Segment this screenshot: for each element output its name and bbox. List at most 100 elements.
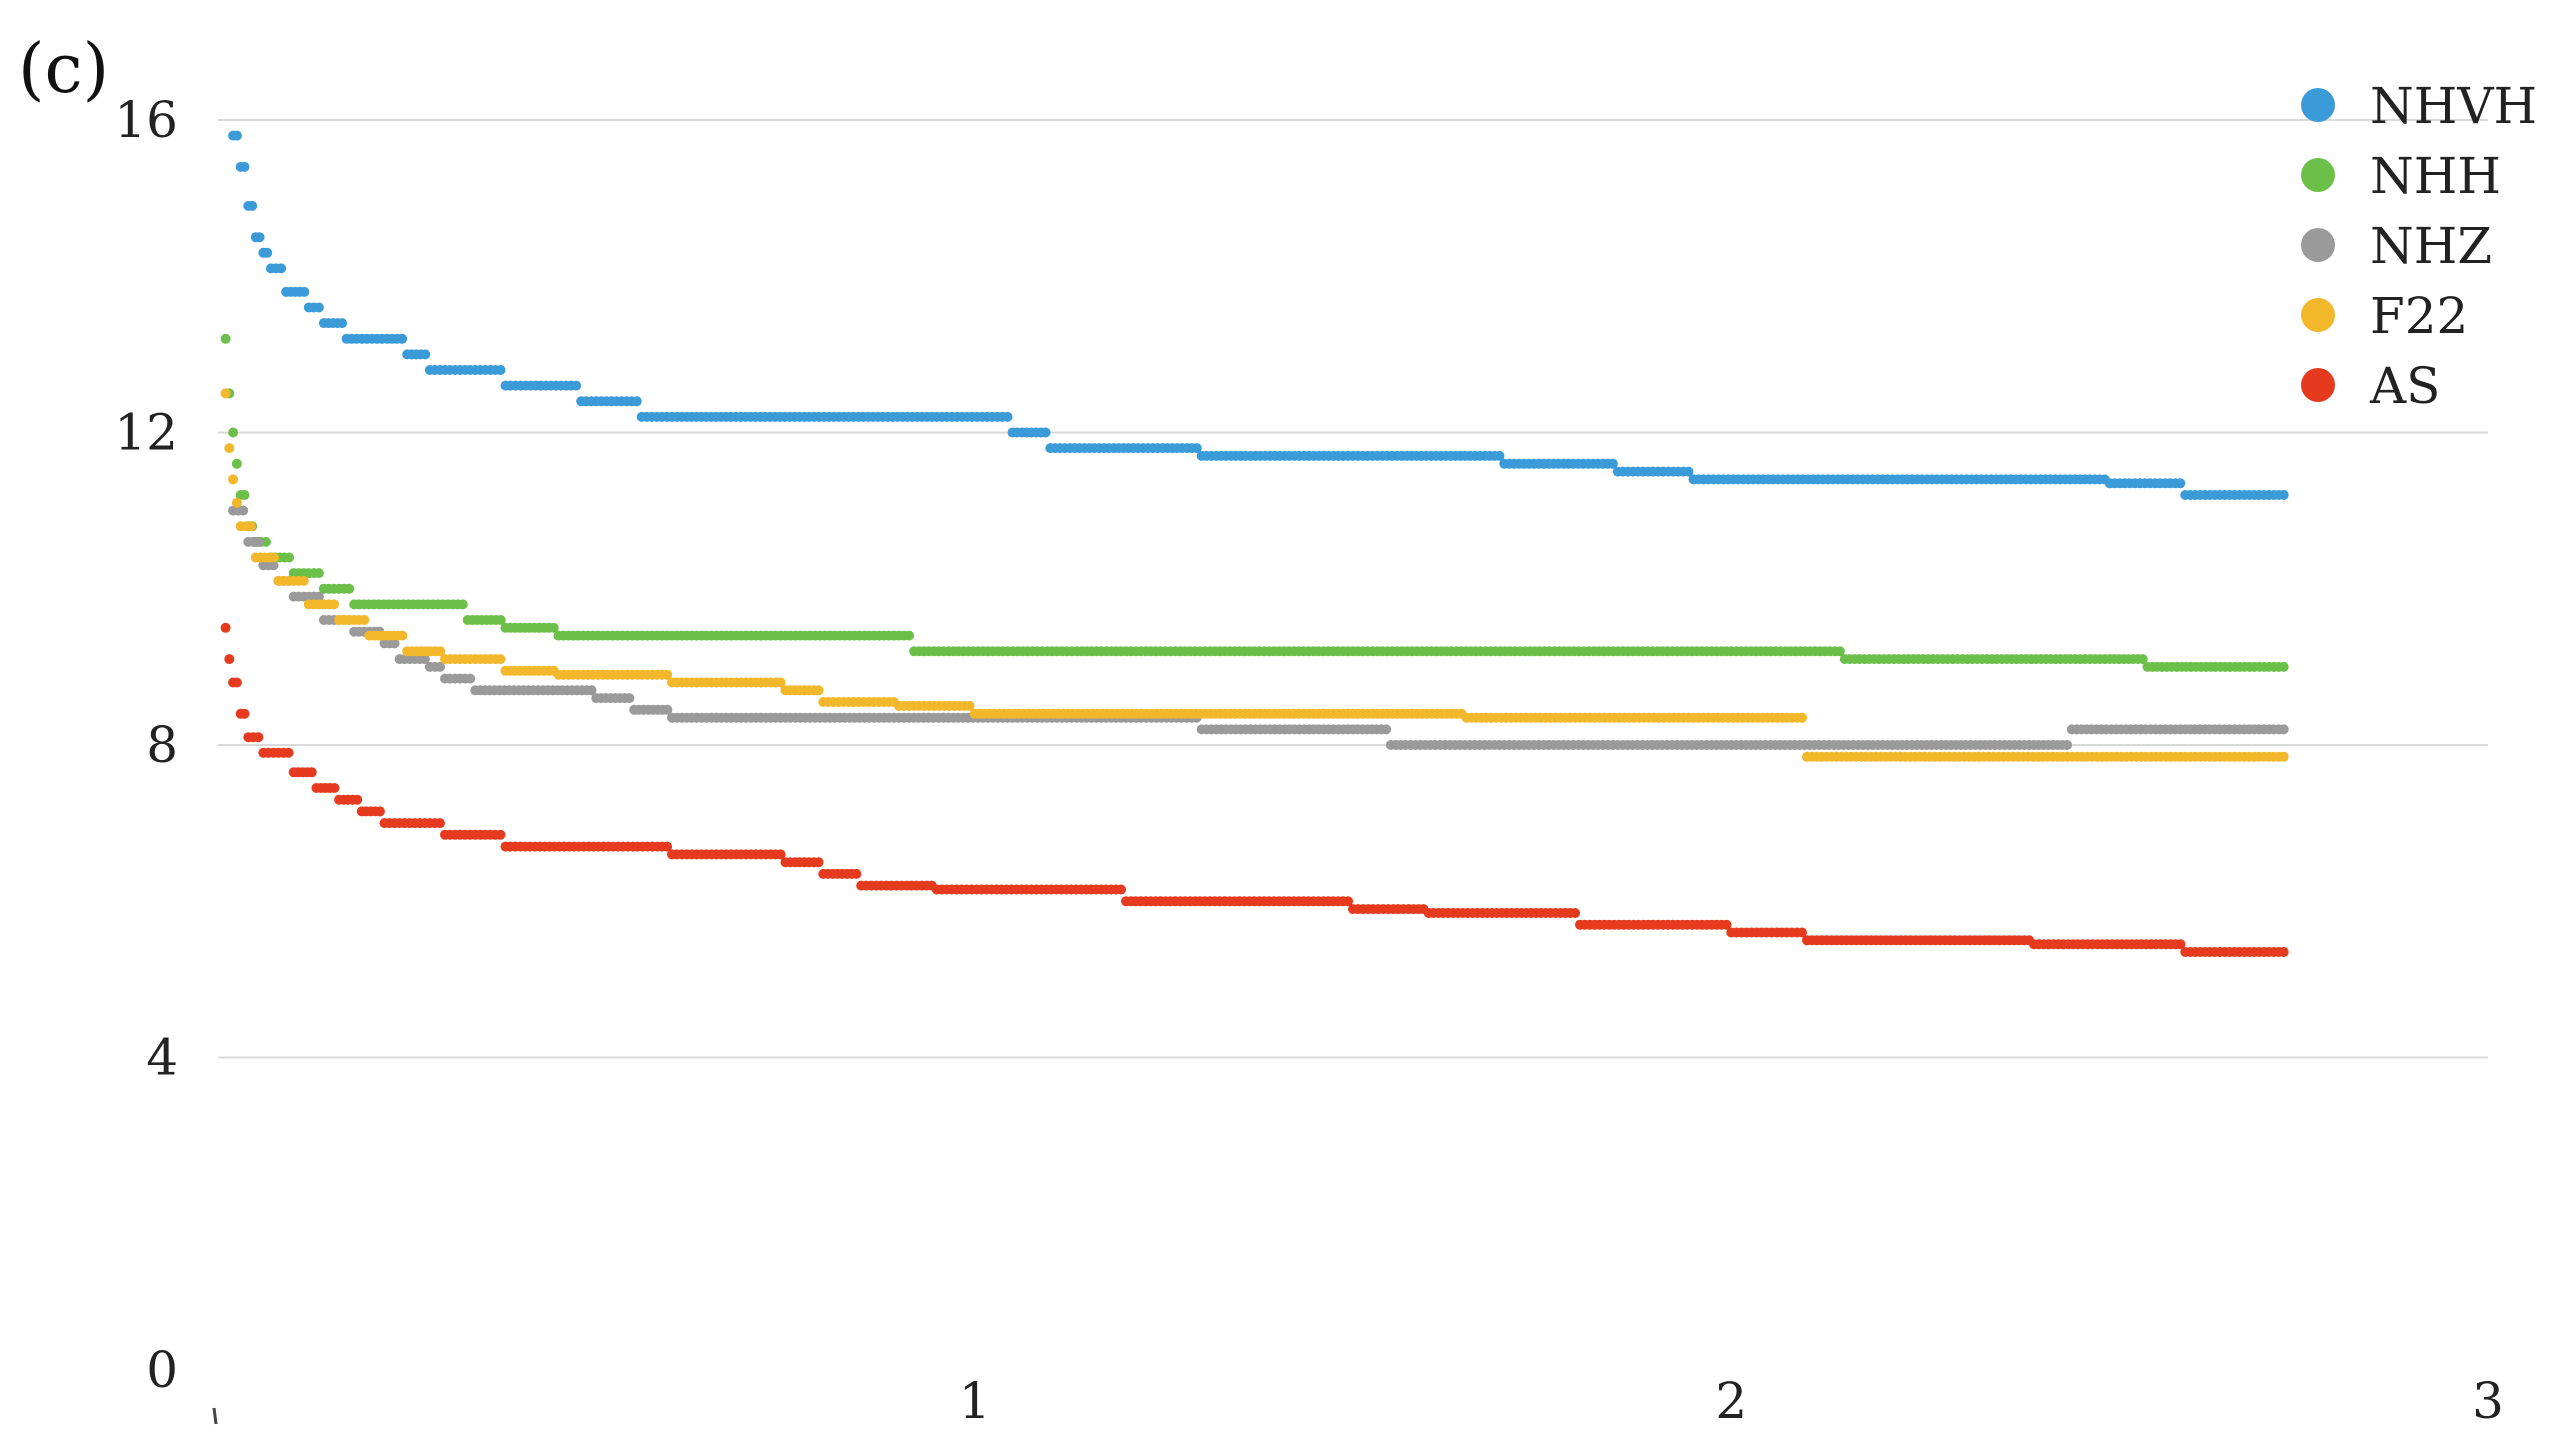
data-point (245, 521, 256, 532)
data-point (276, 263, 287, 274)
data-point (904, 630, 915, 641)
legend-marker-nhz (2301, 228, 2335, 262)
legend-marker-nhvh (2301, 88, 2335, 122)
data-point (2278, 724, 2289, 735)
data-point (495, 365, 506, 375)
y-tick-label: 0 (146, 1341, 178, 1399)
data-point (268, 560, 279, 571)
y-tick-label: 4 (146, 1029, 178, 1087)
data-point (262, 247, 273, 258)
data-point (352, 794, 363, 805)
data-point (231, 497, 242, 508)
data-point (419, 654, 430, 665)
data-point (1607, 458, 1618, 469)
data-point (813, 857, 824, 868)
data-point (220, 622, 231, 633)
data-point (775, 849, 786, 860)
data-point (224, 443, 235, 454)
series-nhz (228, 505, 2289, 750)
data-point (313, 568, 324, 579)
data-point (1494, 450, 1505, 461)
data-point (2175, 939, 2186, 950)
data-point (260, 536, 271, 547)
data-point (631, 396, 642, 407)
y-tick-label: 12 (114, 404, 178, 462)
data-point (329, 783, 340, 793)
data-point (624, 693, 635, 704)
data-point (2278, 947, 2289, 957)
data-point (435, 818, 445, 829)
data-point (329, 599, 339, 610)
data-point (389, 638, 400, 649)
data-point (548, 622, 559, 633)
series-as (220, 622, 2289, 957)
legend-label-f22: F22 (2370, 287, 2468, 345)
data-point (239, 490, 250, 500)
data-point (964, 700, 975, 711)
data-point (299, 286, 310, 297)
data-point (298, 575, 309, 586)
data-point (231, 458, 242, 469)
data-point (283, 747, 294, 758)
data-point (284, 552, 295, 563)
y-tick-label: 8 (146, 716, 178, 774)
data-point (2278, 751, 2289, 762)
legend-marker-f22 (2301, 298, 2335, 332)
data-point (359, 615, 370, 625)
data-point (495, 615, 506, 625)
grid-layer (218, 119, 2488, 1059)
data-point (253, 536, 264, 547)
data-point (571, 380, 582, 391)
data-point (1343, 896, 1354, 907)
data-point (254, 232, 265, 243)
data-point (775, 677, 786, 688)
panel-label: (c) (18, 30, 110, 109)
data-point (851, 868, 862, 879)
legend-label-nhz: NHZ (2370, 217, 2492, 275)
data-point (1834, 646, 1845, 657)
data-point (337, 318, 348, 329)
x-tick-label: 1 (959, 1372, 991, 1430)
data-point (238, 505, 249, 516)
data-point (1381, 724, 1392, 735)
data-point (269, 552, 279, 563)
data-point (1116, 884, 1126, 895)
data-point (344, 583, 355, 594)
data-point (662, 669, 673, 680)
data-point (435, 646, 446, 657)
data-point (662, 704, 673, 715)
series-nhvh (228, 130, 2289, 500)
series-f22 (220, 388, 2289, 762)
legend-marker-nhh (2301, 158, 2335, 192)
data-point (253, 732, 264, 743)
data-point (374, 806, 385, 817)
data-point (1191, 443, 1202, 454)
data-point (228, 427, 239, 438)
data-point (313, 591, 324, 602)
x-axis-ticks: 1 2 3 (212, 1372, 2504, 1430)
data-point (1570, 908, 1581, 918)
data-point (1002, 411, 1013, 422)
data-point (220, 333, 231, 344)
data-point (231, 677, 242, 688)
data-point (239, 708, 250, 719)
data-point (1683, 466, 1694, 477)
data-point (247, 200, 258, 211)
data-point (313, 302, 324, 313)
data-point (397, 630, 408, 641)
data-point (2062, 740, 2073, 750)
data-point (306, 767, 317, 778)
data-point (1040, 427, 1051, 438)
data-point (2175, 478, 2186, 489)
data-point (813, 685, 824, 696)
data-point (662, 841, 673, 852)
legend-marker-as (2301, 368, 2335, 402)
data-point (228, 474, 239, 485)
x-origin-tick (212, 1407, 218, 1425)
x-tick-label: 3 (2472, 1372, 2504, 1430)
legend-label-as: AS (2369, 357, 2440, 415)
x-tick-label: 2 (1715, 1372, 1747, 1430)
legend-label-nhvh: NHVH (2370, 77, 2537, 135)
data-point (2278, 661, 2289, 672)
